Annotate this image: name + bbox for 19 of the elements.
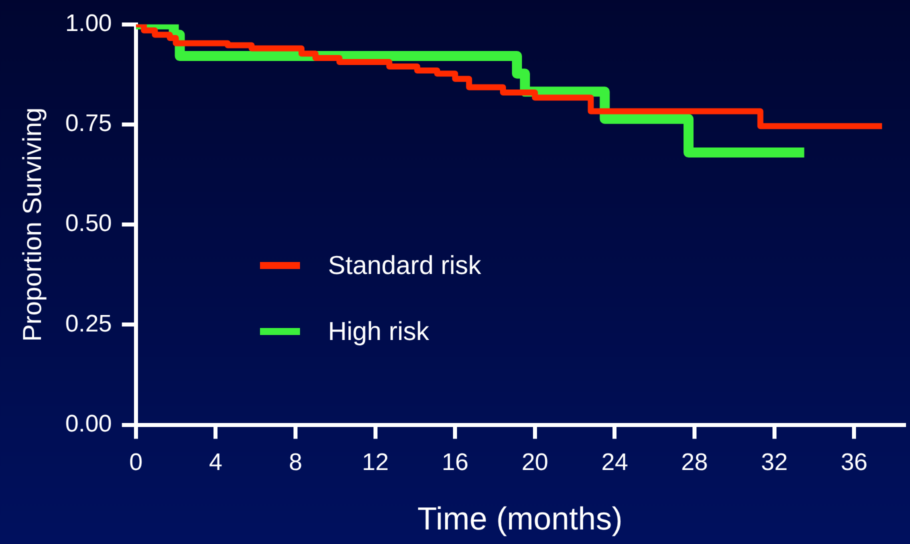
x-tick-label: 28	[681, 448, 708, 476]
y-tick-label: 1.00	[65, 10, 112, 38]
y-axis-title: Proportion Surviving	[16, 108, 47, 342]
x-tick-label: 36	[840, 448, 868, 476]
y-tick-label: 0.75	[65, 110, 112, 138]
y-tick-label: 0.50	[65, 210, 112, 238]
x-tick-label: 24	[601, 448, 628, 476]
x-tick-label: 12	[362, 448, 389, 476]
x-tick-label: 32	[760, 448, 788, 476]
x-tick-label: 4	[209, 448, 222, 476]
legend-label: Standard risk	[328, 250, 482, 280]
legend-label: High risk	[328, 316, 430, 346]
x-axis-title: Time (months)	[417, 500, 622, 537]
x-tick-label: 0	[129, 448, 143, 476]
y-tick-label: 0.25	[65, 310, 112, 338]
x-tick-label: 8	[288, 448, 302, 476]
x-tick-label: 16	[442, 448, 468, 476]
x-tick-label: 20	[522, 448, 548, 476]
y-tick-label: 0.00	[65, 410, 112, 438]
